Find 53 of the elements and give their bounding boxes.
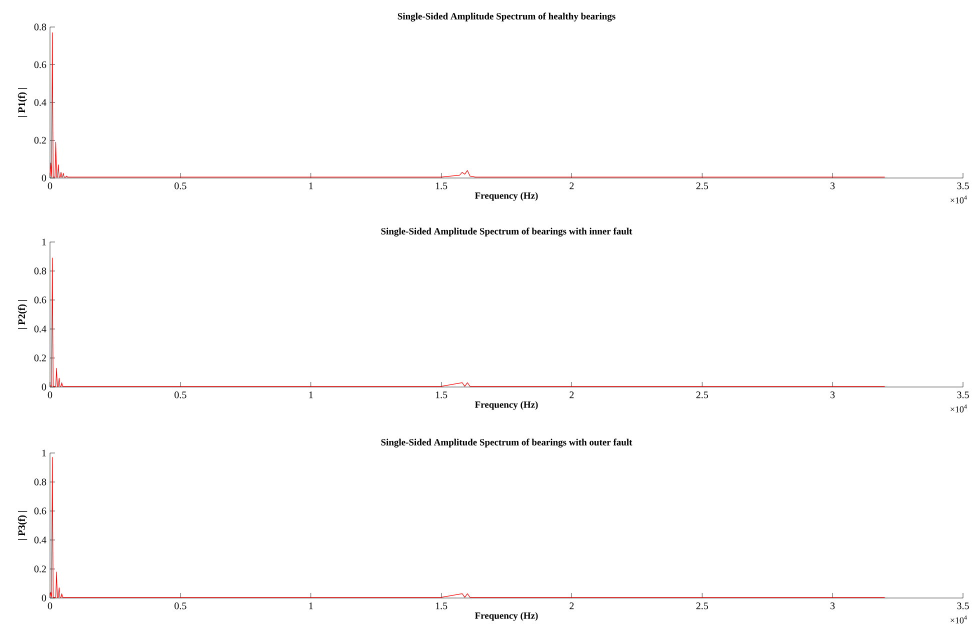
y-tick-label: 0.2 (34, 566, 46, 572)
x-tick-label: 1 (309, 602, 313, 610)
x-tick-label: 0 (48, 602, 52, 610)
x-axis-title: Frequency (Hz) (474, 192, 538, 201)
x-axis-title: Frequency (Hz) (474, 401, 538, 410)
x-tick-label: 0 (48, 392, 52, 398)
y-tick-label: 0 (42, 384, 46, 390)
text: ×10$^{4}$ (950, 616, 967, 624)
x-tick-label: 3 (830, 182, 835, 190)
y-tick-label: 0.8 (34, 24, 46, 30)
x-tick-label: 2.5 (696, 392, 708, 398)
x-tick-label: 3.5 (957, 182, 969, 190)
x-tick-label: 0.5 (174, 392, 186, 398)
x-tick-label: 1 (309, 392, 313, 398)
y-tick-label: 0.8 (34, 478, 46, 486)
y-tick-label: 0.6 (34, 296, 46, 304)
x-tick-label: 3.5 (957, 602, 969, 610)
y-tick-label: 0.8 (34, 268, 46, 274)
x-tick-label: 1.5 (436, 392, 448, 398)
y-axis-title: | P3(f) | (18, 511, 28, 540)
x-tick-label: 1.5 (436, 602, 448, 610)
y-tick-label: 0.4 (34, 99, 46, 106)
x-tick-label: 1 (309, 182, 313, 190)
chart-title: Single-Sided Amplitude Spectrum of healthy bearings (398, 12, 616, 22)
x-tick-label: 0 (48, 182, 52, 190)
x-tick-label: 0.5 (174, 602, 186, 610)
x-tick-label: 3 (830, 602, 835, 610)
x-tick-label: 2.5 (696, 602, 708, 610)
x-tick-label: 2.5 (696, 182, 708, 190)
x-tick-label: 2 (570, 392, 574, 398)
y-tick-label: 0.4 (34, 536, 46, 544)
y-tick-label: 0.2 (34, 136, 46, 144)
x-tick-label: 0.5 (174, 182, 186, 190)
chart-title: Single-Sided Amplitude Spectrum of bearings with inner fault (381, 228, 632, 236)
x-tick-label: 2 (570, 602, 574, 610)
x-axis-title: Frequency (Hz) (474, 612, 538, 621)
chart-title: Single-Sided Amplitude Spectrum of bearings with outer fault (381, 438, 632, 448)
y-axis-title: | P2(f) | (18, 300, 28, 329)
y-tick-label: 0 (42, 594, 46, 602)
y-axis-title: | P1(f) | (18, 88, 28, 117)
y-tick-label: 0.6 (34, 61, 46, 68)
y-tick-label: 0 (42, 174, 46, 182)
text: ×10$^{4}$ (950, 196, 967, 204)
y-tick-label: 0.4 (34, 326, 46, 332)
x-tick-label: 2 (570, 182, 574, 190)
text: ×10$^{4}$ (950, 404, 967, 412)
y-tick-label: 0.2 (34, 354, 46, 362)
y-tick-label: 0.6 (34, 508, 46, 514)
y-tick-label: 1 (42, 238, 46, 246)
x-tick-label: 1.5 (436, 182, 448, 190)
x-tick-label: 3.5 (957, 392, 969, 398)
y-tick-label: 1 (42, 450, 46, 456)
x-tick-label: 3 (830, 392, 835, 398)
